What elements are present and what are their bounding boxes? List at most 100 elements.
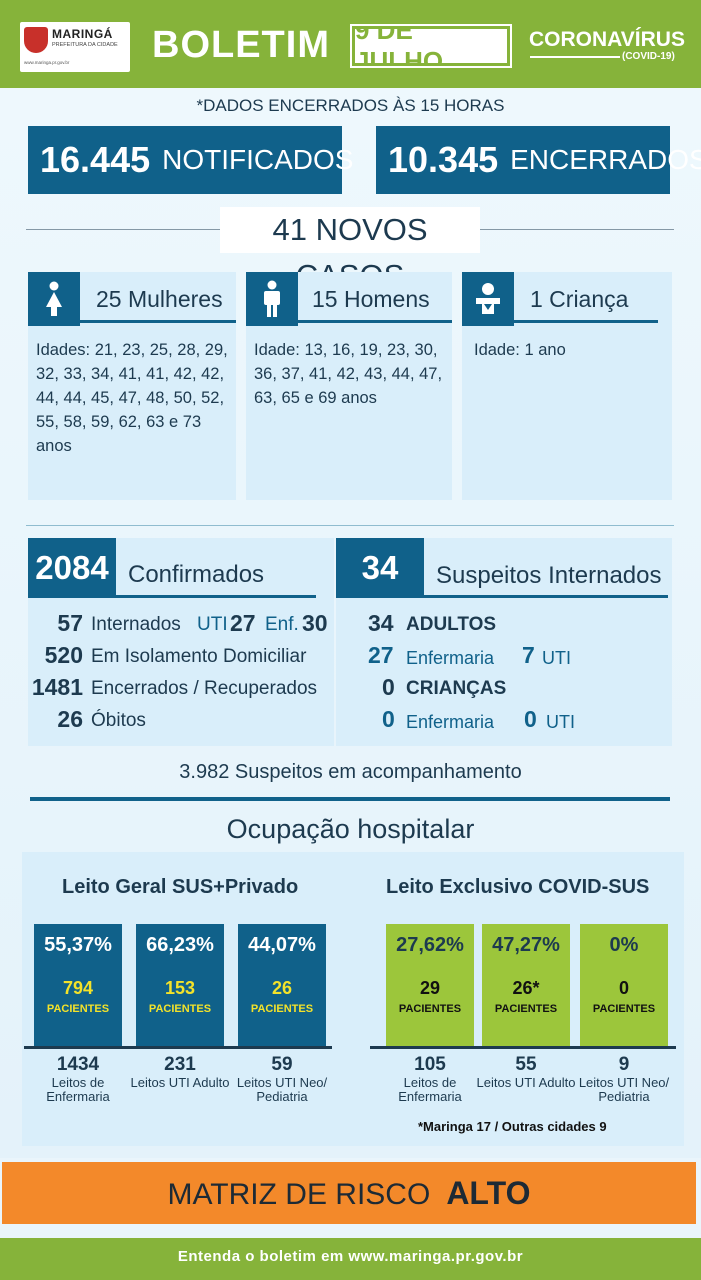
- enf-count: 30: [302, 610, 328, 637]
- uti-count: 27: [230, 610, 256, 637]
- footer-link[interactable]: Entenda o boletim em www.maringa.pr.gov.…: [0, 1238, 701, 1280]
- men-bar: [298, 320, 452, 323]
- child-uti-value: 0: [524, 706, 537, 732]
- occupancy-panel: [22, 852, 684, 1146]
- suspected-bar: [424, 595, 668, 598]
- closed-count: 10.345: [388, 139, 499, 180]
- patients-label: PACIENTES: [398, 1003, 462, 1015]
- adult-uti-count: 7: [522, 642, 535, 669]
- children-count: 0: [382, 674, 395, 701]
- general-bed-column: 55,37% 794 PACIENTES: [34, 924, 122, 1046]
- child-uti-label: UTI: [546, 712, 575, 732]
- covid-bed-column: 47,27% 26* PACIENTES: [482, 924, 570, 1046]
- child-title: 1 Criança: [530, 286, 629, 312]
- man-icon: [246, 272, 298, 326]
- date-text: 9 DE JULHO: [355, 15, 444, 76]
- bed-type: Leitos de Enfermaria: [46, 1075, 110, 1104]
- baby-icon: [462, 272, 514, 326]
- recovered-count: 1481: [32, 674, 83, 701]
- topic-subtitle: (COVID-19): [622, 51, 675, 62]
- confirmed-count: 2084: [28, 538, 116, 598]
- adults-count: 34: [368, 610, 394, 637]
- confirmed-bar: [116, 595, 316, 598]
- bed-total: 59: [271, 1054, 293, 1075]
- deaths-count: 26: [57, 706, 83, 733]
- patients-count: 794: [62, 978, 94, 998]
- hospitalized-value: 57: [57, 610, 83, 636]
- bed-total: 105: [414, 1054, 446, 1075]
- divider: [30, 797, 670, 801]
- covid-bed-column: 0% 0 PACIENTES: [580, 924, 668, 1046]
- risk-banner: MATRIZ DE RISCO ALTO: [2, 1162, 696, 1224]
- adults-label: ADULTOS: [406, 614, 497, 635]
- new-cases-title: 41 NOVOS CASOS: [220, 207, 480, 293]
- covid-baseline: [370, 1046, 676, 1049]
- deaths-label: Óbitos: [91, 710, 146, 731]
- recovered-value: 1481: [31, 674, 83, 700]
- women-title: 25 Mulheres: [96, 286, 223, 312]
- risk-level: ALTO: [446, 1175, 531, 1211]
- patients-count: 26*: [512, 978, 540, 998]
- adult-ward-value: 27: [368, 642, 394, 668]
- adult-uti-value: 7: [522, 642, 535, 668]
- bed-type: Leitos UTI Adulto: [476, 1075, 576, 1090]
- monitoring-text: 3.982 Suspeitos em acompanhamento: [179, 761, 522, 783]
- patients-count: 26: [271, 978, 293, 998]
- closed-label: ENCERRADOS: [510, 144, 701, 175]
- suspected-count: 34: [336, 538, 424, 598]
- occupancy-title: Ocupação hospitalar: [226, 814, 475, 844]
- cutoff-note: *DADOS ENCERRADOS ÀS 15 HORAS: [196, 96, 505, 115]
- child-ward-value: 0: [382, 706, 395, 732]
- women-card: 25 Mulheres Idades: 21, 23, 25, 28, 29, …: [28, 272, 236, 500]
- general-bed-caption: 231 Leitos UTI Adulto: [130, 1054, 230, 1090]
- divider: [26, 525, 674, 526]
- patients-label: PACIENTES: [592, 1003, 656, 1015]
- enf-value: 30: [302, 610, 328, 636]
- occupancy-percent: 27,62%: [396, 934, 464, 956]
- child-uti-count: 0: [524, 706, 537, 733]
- logo-subtitle: PREFEITURA DA CIDADE: [52, 42, 118, 48]
- bed-type: Leitos de Enfermaria: [398, 1075, 462, 1104]
- covid-bed-caption: 105 Leitos de Enfermaria: [380, 1054, 480, 1104]
- topic-divider: [530, 56, 620, 58]
- covid-bed-caption: 55 Leitos UTI Adulto: [476, 1054, 576, 1090]
- general-bed-column: 66,23% 153 PACIENTES: [136, 924, 224, 1046]
- confirmed-label: Confirmados: [128, 561, 265, 588]
- occupancy-percent: 44,07%: [248, 934, 316, 956]
- bed-total: 9: [618, 1054, 630, 1075]
- men-title: 15 Homens: [312, 286, 430, 312]
- closed-box: 10.345 ENCERRADOS: [376, 126, 701, 194]
- page-title: BOLETIM: [152, 24, 330, 66]
- women-ages: Idades: 21, 23, 25, 28, 29, 32, 33, 34, …: [36, 341, 228, 455]
- enf-label: Enf.: [265, 614, 299, 635]
- general-bed-caption: 1434 Leitos de Enfermaria: [28, 1054, 128, 1104]
- bed-total: 1434: [56, 1054, 100, 1075]
- adults-value: 34: [368, 610, 394, 636]
- notified-box: 16.445 NOTIFICADOS: [28, 126, 353, 194]
- covid-bed-caption: 9 Leitos UTI Neo/ Pediatria: [574, 1054, 674, 1104]
- uti-label: UTI: [197, 614, 228, 635]
- notified-label: NOTIFICADOS: [162, 144, 354, 175]
- bed-type: Leitos UTI Adulto: [130, 1075, 230, 1090]
- logo-name: MARINGÁ: [52, 27, 113, 41]
- patients-count: 153: [164, 978, 196, 998]
- adult-uti-label: UTI: [542, 648, 571, 668]
- deaths-value: 26: [57, 706, 83, 732]
- patients-count: 29: [419, 978, 441, 998]
- date-badge: 9 DE JULHO: [350, 15, 512, 76]
- occupancy-percent: 47,27%: [492, 934, 560, 956]
- men-ages: Idade: 13, 16, 19, 23, 30, 36, 37, 41, 4…: [254, 341, 443, 407]
- suspected-label: Suspeitos Internados: [436, 562, 662, 589]
- covid-bed-column: 27,62% 29 PACIENTES: [386, 924, 474, 1046]
- patients-count: 0: [618, 978, 629, 998]
- isolation-value: 520: [44, 642, 83, 668]
- general-baseline: [24, 1046, 332, 1049]
- child-ward-count: 0: [382, 706, 395, 733]
- hospitalized-label: Internados: [91, 614, 181, 635]
- women-bar: [80, 320, 236, 323]
- children-value: 0: [382, 674, 395, 700]
- patients-label: PACIENTES: [494, 1003, 558, 1015]
- occupancy-percent: 0%: [609, 934, 639, 956]
- bed-type: Leitos UTI Neo/ Pediatria: [236, 1075, 328, 1104]
- child-card: 1 Criança Idade: 1 ano: [462, 272, 672, 500]
